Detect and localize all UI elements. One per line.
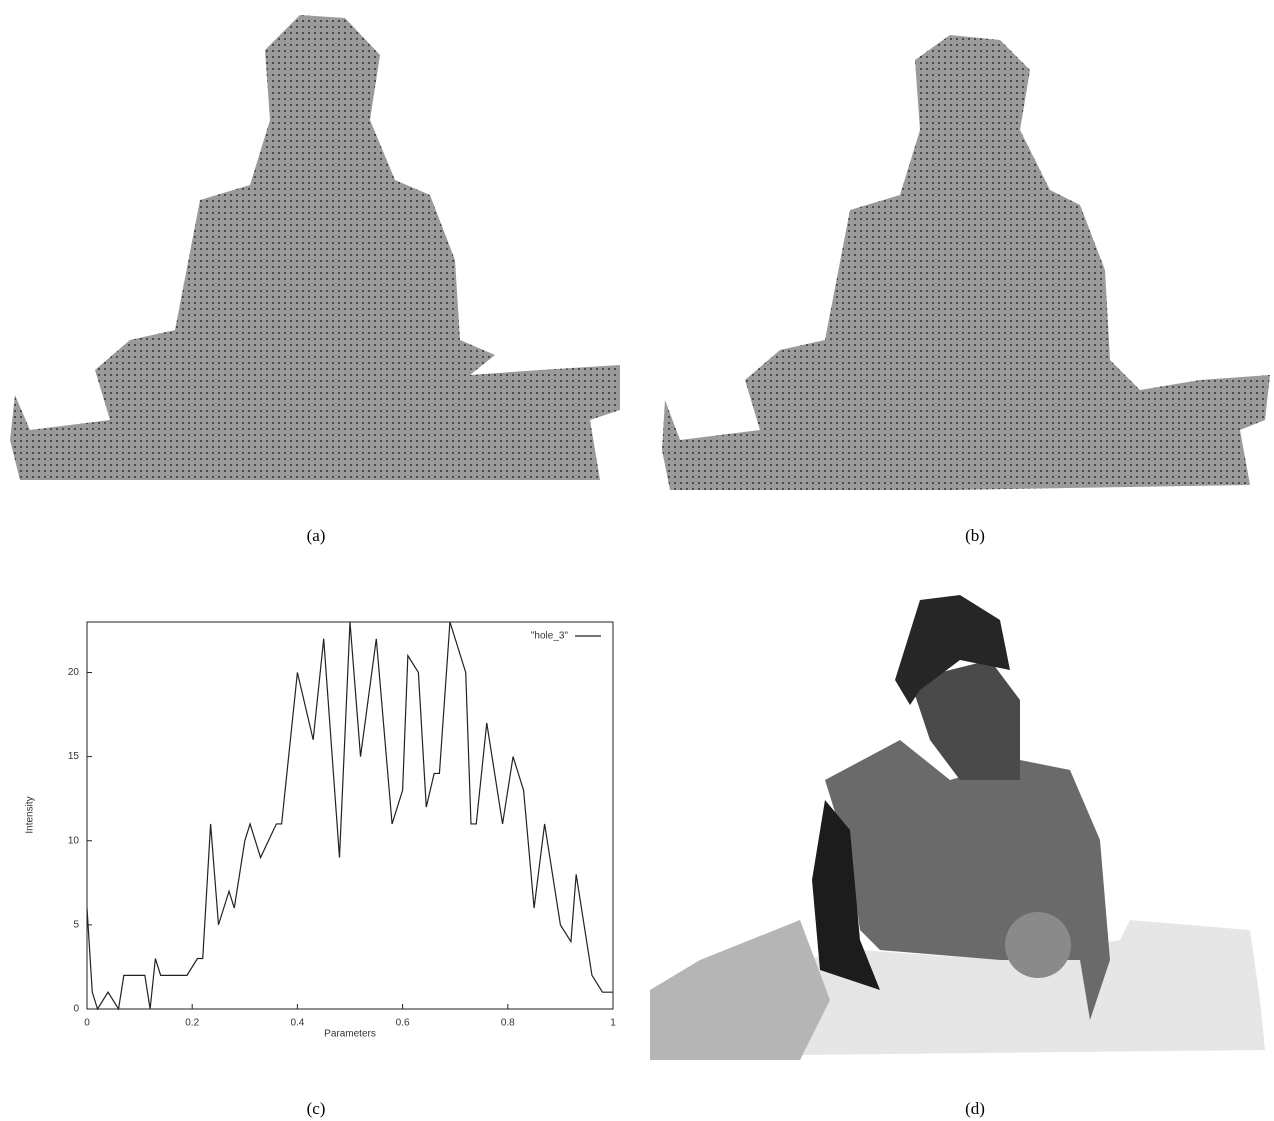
surface-a: [10, 15, 620, 480]
region-mid-light: [650, 920, 830, 1060]
caption-c: (c): [307, 1099, 326, 1118]
caption-b: (b): [965, 526, 985, 545]
line: [87, 622, 613, 1009]
x-tick-label: 0.2: [185, 1018, 199, 1029]
caption-a: (a): [307, 526, 326, 545]
x-axis-label: Parameters: [324, 1029, 376, 1040]
figure-svg: (a) (b) (c) (d) Parameters Intensity 0 0.…: [0, 0, 1274, 1121]
x-tick-label: 0.4: [290, 1018, 304, 1029]
region-hand: [1005, 912, 1071, 978]
surface-b: [662, 35, 1270, 490]
y-tick-label: 5: [73, 920, 79, 931]
x-tick-label: 0: [84, 1018, 90, 1029]
plot-frame: [87, 622, 613, 1009]
y-axis-label: Intensity: [25, 796, 36, 833]
legend-label: "hole_3": [531, 631, 569, 642]
y-tick-label: 10: [68, 835, 80, 846]
x-tick-label: 0.6: [396, 1018, 410, 1029]
caption-d: (d): [965, 1099, 985, 1118]
y-tick-label: 20: [68, 667, 80, 678]
y-tick-label: 15: [68, 751, 80, 762]
x-tick-label: 1: [610, 1018, 616, 1029]
x-tick-label: 0.8: [501, 1018, 515, 1029]
y-tick-label: 0: [73, 1004, 79, 1015]
figure: (a) (b) (c) (d) Parameters Intensity 0 0.…: [0, 0, 1274, 1121]
